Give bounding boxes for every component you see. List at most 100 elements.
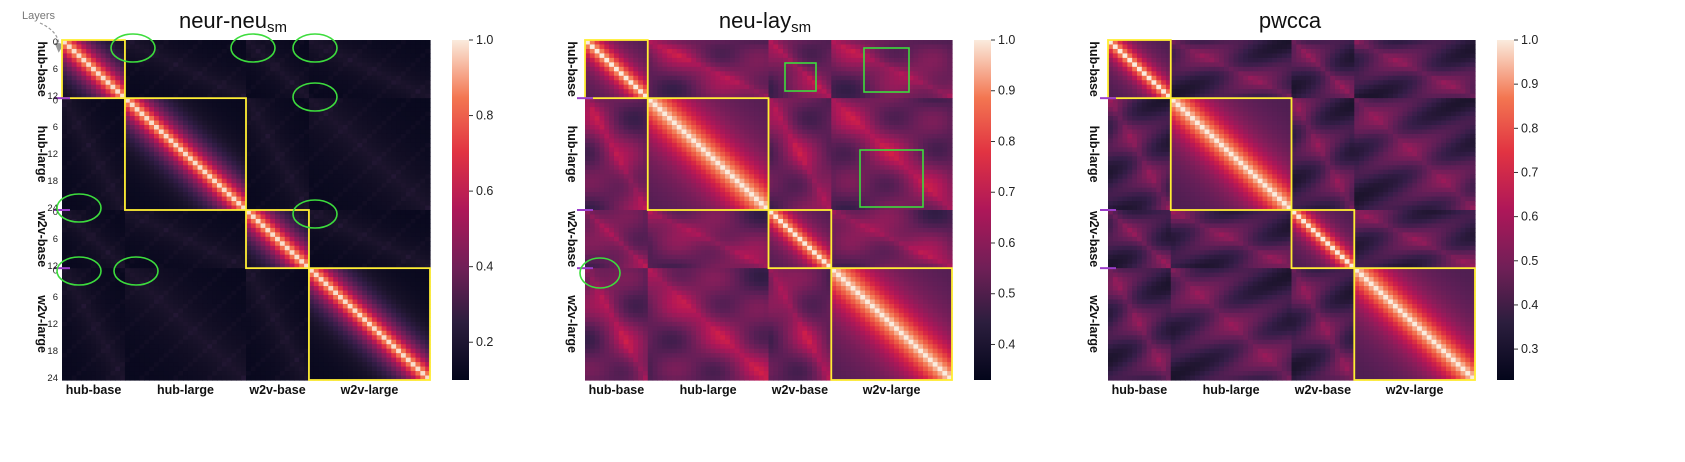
heatmap-cell <box>139 178 145 184</box>
heatmap-cell <box>207 321 213 327</box>
heatmap-cell <box>381 232 388 238</box>
heatmap-cell <box>352 317 358 323</box>
heatmap-cell <box>294 312 300 318</box>
heatmap-cell <box>405 84 412 90</box>
heatmap-cell <box>304 44 310 50</box>
heatmap-cell <box>333 321 339 327</box>
heatmap-cell <box>91 227 97 233</box>
heatmap-cell <box>110 210 116 216</box>
heatmap-cell <box>420 160 426 166</box>
heatmap-cell <box>91 160 97 166</box>
heatmap-cell <box>250 232 257 238</box>
heatmap-cell <box>62 232 68 238</box>
heatmap-cell <box>178 299 184 305</box>
heatmap-cell <box>362 84 368 90</box>
heatmap-cell <box>304 259 310 265</box>
heatmap-cell <box>357 308 363 314</box>
heatmap-cell <box>367 151 373 157</box>
heatmap-cell <box>95 326 102 332</box>
heatmap-cell <box>178 125 184 131</box>
heatmap-cell <box>163 84 170 90</box>
heatmap-cell <box>241 169 247 175</box>
heatmap-cell <box>110 312 116 318</box>
heatmap-cell <box>236 263 242 269</box>
heatmap-cell <box>270 151 276 157</box>
heatmap-cell <box>328 57 334 63</box>
heatmap-cell <box>342 286 349 292</box>
heatmap-cell <box>221 317 228 323</box>
heatmap-cell <box>124 218 131 225</box>
heatmap-cell <box>342 102 349 108</box>
heatmap-cell <box>144 53 150 59</box>
heatmap-cell <box>81 66 87 72</box>
heatmap-cell <box>396 312 402 318</box>
heatmap-cell <box>338 250 344 256</box>
heatmap-cell <box>212 330 218 336</box>
heatmap-cell <box>304 281 310 287</box>
heatmap-cell <box>168 125 174 131</box>
heatmap-cell <box>294 290 300 296</box>
heatmap-cell <box>81 156 87 162</box>
heatmap-cell <box>183 281 189 287</box>
heatmap-cell <box>134 250 141 256</box>
heatmap-cell <box>386 174 392 180</box>
heatmap-cell <box>400 75 407 81</box>
heatmap-cell <box>338 44 344 50</box>
heatmap-cell <box>76 227 82 233</box>
heatmap-cell <box>294 330 300 336</box>
heatmap-cell <box>110 286 116 292</box>
heatmap-cell <box>120 84 126 90</box>
heatmap-cell <box>76 44 82 50</box>
heatmap-cell <box>284 125 291 131</box>
heatmap-cell <box>105 169 112 175</box>
heatmap-cell <box>66 312 73 318</box>
heatmap-cell <box>425 250 431 256</box>
heatmap-cell <box>187 102 194 108</box>
heatmap-cell <box>400 151 407 157</box>
heatmap-cell <box>115 89 121 95</box>
heatmap-cell <box>371 303 378 310</box>
heatmap-cell <box>323 263 329 269</box>
heatmap-cell <box>338 321 344 327</box>
heatmap-cell <box>207 187 213 193</box>
heatmap-cell <box>289 250 296 256</box>
heatmap-cell <box>425 214 431 220</box>
heatmap-cell <box>144 321 150 327</box>
heatmap-cell <box>333 62 339 68</box>
heatmap-cell <box>221 93 228 99</box>
heatmap-cell <box>216 111 223 117</box>
heatmap-cell <box>313 192 320 198</box>
heatmap-cell <box>308 317 315 323</box>
heatmap-cell <box>347 321 354 327</box>
heatmap-cell <box>367 174 373 180</box>
heatmap-cell <box>197 290 204 296</box>
heatmap-cell <box>105 223 112 229</box>
heatmap-cell <box>313 165 320 171</box>
heatmap-cell <box>255 236 262 242</box>
heatmap-cell <box>134 165 141 171</box>
heatmap-cell <box>294 169 300 175</box>
heatmap-cell <box>168 98 174 104</box>
heatmap-cell <box>396 116 402 122</box>
heatmap-cell <box>347 71 354 77</box>
heatmap-cell <box>246 187 252 193</box>
heatmap-cell <box>279 268 286 274</box>
heatmap-cell <box>425 254 431 260</box>
heatmap-cell <box>362 53 368 59</box>
heatmap-cell <box>62 120 68 126</box>
heatmap-cell <box>347 281 354 287</box>
heatmap-cell <box>289 187 296 193</box>
heatmap-cell <box>328 66 334 72</box>
heatmap-cell <box>236 40 242 46</box>
heatmap-cell <box>396 196 402 202</box>
heatmap-cell <box>347 227 354 233</box>
heatmap-cell <box>158 317 165 323</box>
heatmap-cell <box>357 160 363 166</box>
heatmap-cell <box>71 133 78 140</box>
heatmap-cell <box>226 75 233 81</box>
heatmap-cell <box>76 120 82 126</box>
heatmap-cell <box>105 218 112 225</box>
heatmap-cell <box>100 245 107 251</box>
heatmap-cell <box>313 156 320 162</box>
heatmap-cell <box>187 111 194 117</box>
